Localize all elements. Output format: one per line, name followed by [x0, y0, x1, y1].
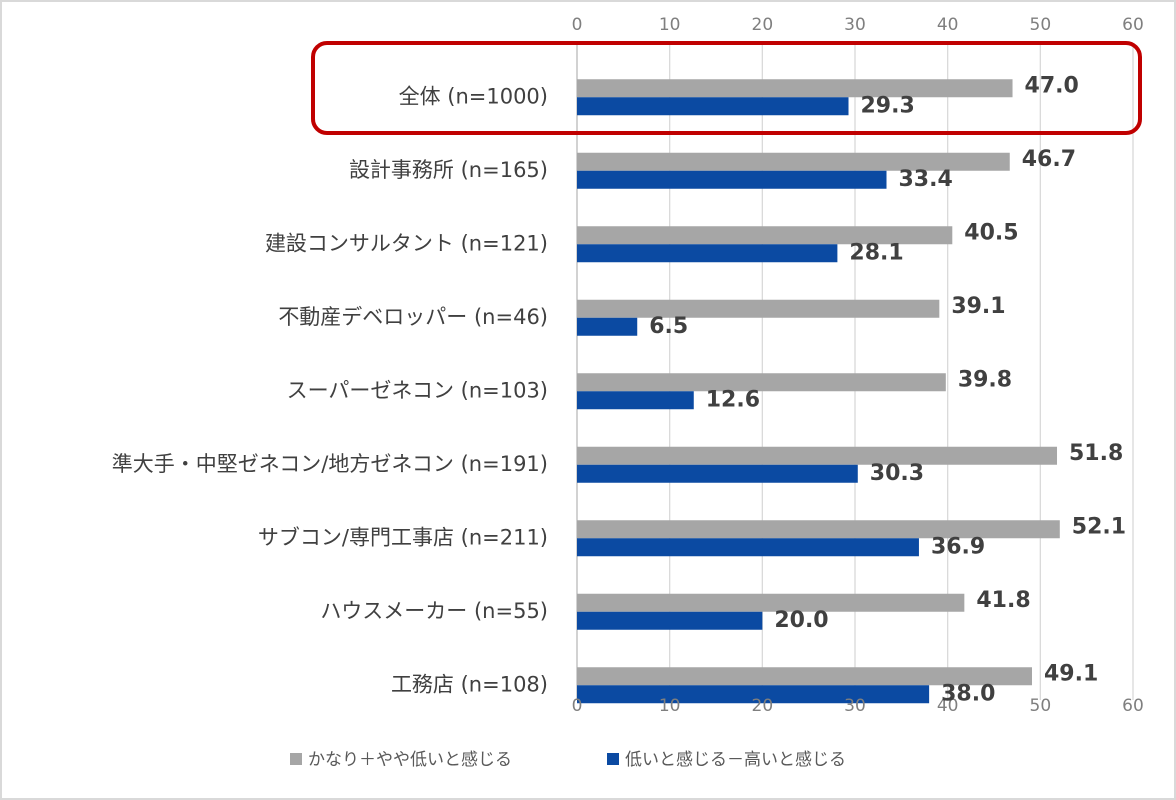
bar [577, 611, 763, 630]
x-tick-label: 20 [752, 15, 774, 35]
value-label: 39.1 [951, 294, 1005, 319]
value-label: 36.9 [931, 534, 985, 559]
bar [577, 446, 1058, 465]
x-tick-label: 40 [937, 15, 959, 35]
value-label: 52.1 [1072, 514, 1126, 539]
bar [577, 464, 858, 483]
category-label: 不動産デベロッパー (n=46) [278, 305, 548, 329]
value-label: 39.8 [958, 367, 1012, 392]
value-label: 29.3 [861, 93, 915, 118]
x-tick-label: 10 [659, 15, 681, 35]
bar [577, 170, 887, 189]
category-label: 準大手・中堅ゼネコン/地方ゼネコン (n=191) [112, 452, 548, 476]
bar [577, 317, 638, 336]
value-label: 33.4 [899, 167, 953, 192]
category-label: 建設コンサルタント (n=121) [265, 231, 548, 255]
x-tick-label: 30 [844, 696, 866, 716]
x-tick-label: 60 [1122, 15, 1144, 35]
x-tick-label: 20 [752, 696, 774, 716]
value-label: 6.5 [649, 314, 688, 339]
x-tick-label: 50 [1030, 696, 1052, 716]
bar [577, 244, 838, 263]
legend-label: 低いと感じる－高いと感じる [625, 750, 846, 770]
value-label: 47.0 [1025, 73, 1079, 98]
bar [577, 226, 953, 245]
category-label: サブコン/専門工事店 (n=211) [258, 525, 548, 549]
bar [577, 97, 849, 116]
category-label: スーパーゼネコン (n=103) [287, 378, 548, 402]
bar [577, 152, 1010, 171]
category-label: 全体 (n=1000) [399, 84, 548, 108]
value-label: 41.8 [976, 588, 1030, 613]
bar [577, 685, 930, 704]
bars [577, 79, 1060, 704]
value-label: 28.1 [849, 240, 903, 265]
value-label: 51.8 [1069, 441, 1123, 466]
value-label: 20.0 [774, 608, 828, 633]
highlight-box [311, 41, 1142, 135]
category-label: 工務店 (n=108) [391, 672, 548, 696]
value-label: 46.7 [1022, 147, 1076, 172]
legend-swatch [290, 753, 302, 765]
bar [577, 593, 965, 612]
x-tick-label: 10 [659, 696, 681, 716]
x-tick-label: 0 [572, 696, 583, 716]
bar [577, 299, 940, 318]
legend-swatch [607, 753, 619, 765]
category-label: 設計事務所 (n=165) [349, 158, 548, 182]
x-tick-label: 60 [1122, 696, 1144, 716]
x-tick-label: 40 [937, 696, 959, 716]
bar [577, 373, 946, 392]
bar [577, 391, 694, 410]
x-tick-label: 50 [1030, 15, 1052, 35]
value-label: 30.3 [870, 461, 924, 486]
bar [577, 79, 1013, 98]
value-label: 38.0 [941, 681, 995, 706]
category-label: ハウスメーカー (n=55) [320, 599, 548, 623]
x-tick-label: 0 [572, 15, 583, 35]
x-tick-label: 30 [844, 15, 866, 35]
value-label: 12.6 [706, 387, 760, 412]
value-label: 40.5 [964, 220, 1018, 245]
legend-label: かなり＋やや低いと感じる [308, 750, 512, 770]
bar [577, 667, 1032, 686]
bar [577, 538, 919, 557]
value-label: 49.1 [1044, 661, 1098, 686]
bar [577, 520, 1060, 539]
